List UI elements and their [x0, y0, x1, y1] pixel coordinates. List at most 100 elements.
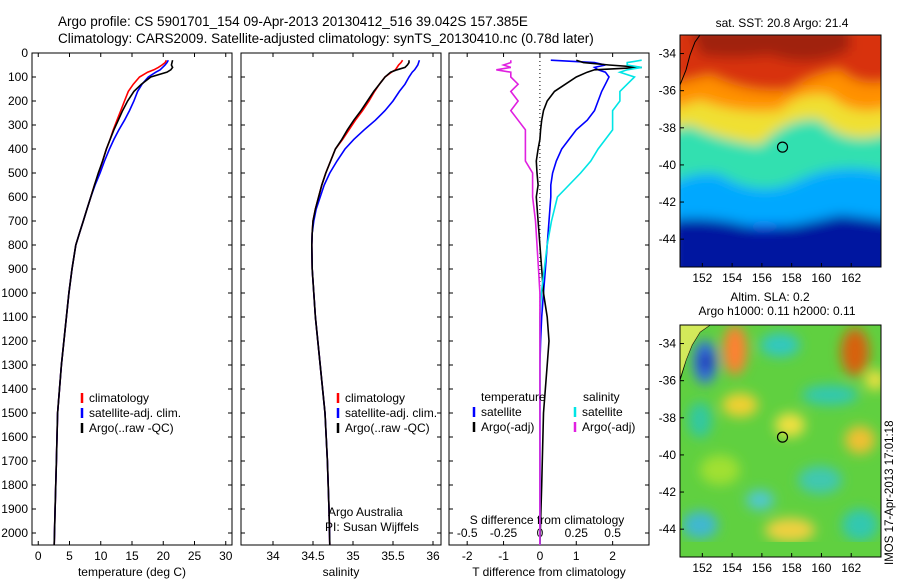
temperature-ytick-label: 200 — [8, 94, 28, 108]
temperature-ytick-label: 400 — [8, 142, 28, 156]
salinity-xtick-label: 34.5 — [301, 549, 325, 563]
temperature-xtick-label: 5 — [66, 549, 73, 563]
temperature-legend-item: climatology — [89, 391, 149, 405]
temperature-legend-item: Argo(..raw -QC) — [89, 421, 174, 435]
temperature-legend-item: satellite-adj. clim. — [89, 406, 181, 420]
salinity-diff-tick-label: 0.5 — [604, 526, 621, 540]
sst-map-title: sat. SST: 20.8 Argo: 21.4 — [716, 16, 849, 30]
temperature-ytick-label: 1500 — [1, 406, 28, 420]
salinity-xtick-label: 36 — [426, 549, 440, 563]
sla-map-xtick-label: 160 — [811, 561, 831, 575]
salinity-legend-item: Argo(..raw -QC) — [345, 421, 430, 435]
sla-map-xtick-label: 152 — [692, 561, 712, 575]
sla-map-ytick-label: -34 — [659, 337, 677, 351]
header-line2: Climatology: CARS2009. Satellite-adjuste… — [58, 31, 594, 46]
legend-sal-item: Argo(-adj) — [582, 420, 635, 434]
difference-xtick-label: 0 — [537, 549, 544, 563]
temperature-ytick-label: 2000 — [1, 526, 28, 540]
legend-sal-item: satellite — [582, 405, 623, 419]
salinity-frame — [240, 52, 442, 546]
legend-temp-item: satellite — [481, 405, 522, 419]
temperature-ytick-label: 900 — [8, 262, 28, 276]
sla-map-ytick-label: -42 — [659, 485, 677, 499]
sla-map-ytick-label: -40 — [659, 448, 677, 462]
sst-map-ytick-label: -36 — [659, 84, 677, 98]
difference-xlabel: T difference from climatology — [472, 565, 626, 579]
temperature-ytick-label: 1900 — [1, 502, 28, 516]
sla-map-ytick-label: -44 — [659, 522, 677, 536]
sla-heatmap — [680, 325, 881, 557]
temperature-ytick-label: 500 — [8, 166, 28, 180]
sla-map-frame — [679, 324, 882, 558]
sst-map-xtick-label: 160 — [811, 271, 831, 285]
salinity-diff-tick-label: -0.5 — [457, 526, 478, 540]
temperature-ytick-label: 600 — [8, 190, 28, 204]
sst-map-xtick-label: 154 — [722, 271, 742, 285]
salinity-xtick-label: 35.5 — [381, 549, 405, 563]
temperature-xtick-label: 10 — [94, 549, 108, 563]
salinity-xtick-label: 34 — [266, 549, 280, 563]
salinity-xtick-label: 35 — [346, 549, 360, 563]
temperature-xtick-label: 30 — [219, 549, 233, 563]
sst-map-ytick-label: -44 — [659, 232, 677, 246]
sst-map-ytick-label: -40 — [659, 158, 677, 172]
series-salinity-argo-raw-qc- — [310, 60, 410, 546]
sst-map-ytick-label: -42 — [659, 195, 677, 209]
sst-map-ytick-label: -38 — [659, 121, 677, 135]
sla-map-xtick-label: 162 — [841, 561, 861, 575]
difference-frame — [448, 52, 650, 546]
credit-argo-australia: Argo Australia — [328, 505, 403, 519]
temperature-xtick-label: 25 — [188, 549, 202, 563]
temperature-xtick-label: 0 — [35, 549, 42, 563]
sla-map-xtick-label: 154 — [722, 561, 742, 575]
series-temperature-argo-raw-qc- — [53, 60, 174, 546]
sla-map-title: Altim. SLA: 0.2 — [730, 290, 810, 304]
difference-xtick-label: -2 — [462, 549, 473, 563]
credit-pi: PI: Susan Wijffels — [325, 520, 419, 534]
legend-temp-item: Argo(-adj) — [481, 420, 534, 434]
sla-map-xtick-label: 156 — [752, 561, 772, 575]
temperature-ytick-label: 1000 — [1, 286, 28, 300]
temperature-ytick-label: 300 — [8, 118, 28, 132]
series-temperature-argo-adj- — [535, 59, 642, 546]
sla-map-ytick-label: -36 — [659, 374, 677, 388]
sst-map-ytick-label: -34 — [659, 47, 677, 61]
temperature-ytick-label: 1600 — [1, 430, 28, 444]
difference-xtick-label: 2 — [609, 549, 616, 563]
salinity-diff-tick-label: -0.25 — [490, 526, 518, 540]
sst-map-xtick-label: 152 — [692, 271, 712, 285]
imos-timestamp: IMOS 17-Apr-2013 17:01:18 — [884, 421, 896, 565]
difference-xtick-label: 1 — [573, 549, 580, 563]
sst-map-frame — [679, 34, 882, 268]
sst-map-xtick-label: 158 — [782, 271, 802, 285]
sst-map-xtick-label: 162 — [841, 271, 861, 285]
temperature-ytick-label: 1100 — [2, 310, 28, 324]
difference-panel: -2 -1 0 1 2 T difference from climatology -0.5… — [448, 52, 650, 579]
salinity-legend-item: climatology — [345, 391, 405, 405]
legend-salinity-heading: salinity — [583, 390, 620, 404]
difference-xtick-label: -1 — [498, 549, 509, 563]
sla-argo-marker — [776, 431, 789, 443]
salinity-panel: 34 34.5 35 35.5 36 salinity climatologysatelli… — [240, 52, 442, 579]
temperature-xtick-label: 20 — [157, 549, 171, 563]
salinity-xlabel: salinity — [323, 565, 360, 579]
temperature-panel: 0100200300400500600700800900100011001200… — [1, 46, 232, 579]
temperature-ytick-label: 800 — [8, 238, 28, 252]
temperature-ytick-label: 0 — [21, 46, 28, 60]
temperature-frame — [31, 52, 233, 546]
sla-map-xtick-label: 158 — [782, 561, 802, 575]
legend-temperature-heading: temperature — [481, 390, 546, 404]
salinity-diff-label: S difference from climatology — [470, 513, 625, 527]
temperature-ytick-label: 1800 — [1, 478, 28, 492]
temperature-xtick-label: 15 — [125, 549, 139, 563]
series-temperature-satellite — [539, 59, 610, 545]
temperature-ytick-label: 1700 — [1, 454, 28, 468]
series-salinity-argo-adj- — [496, 60, 541, 545]
temperature-ytick-label: 1200 — [1, 334, 28, 348]
sst-argo-marker — [776, 141, 789, 153]
sla-map-subtitle: Argo h1000: 0.11 h2000: 0.11 — [698, 304, 855, 318]
temperature-xlabel: temperature (deg C) — [78, 565, 186, 579]
temperature-ytick-label: 100 — [8, 70, 28, 84]
temperature-ytick-label: 1300 — [1, 358, 28, 372]
